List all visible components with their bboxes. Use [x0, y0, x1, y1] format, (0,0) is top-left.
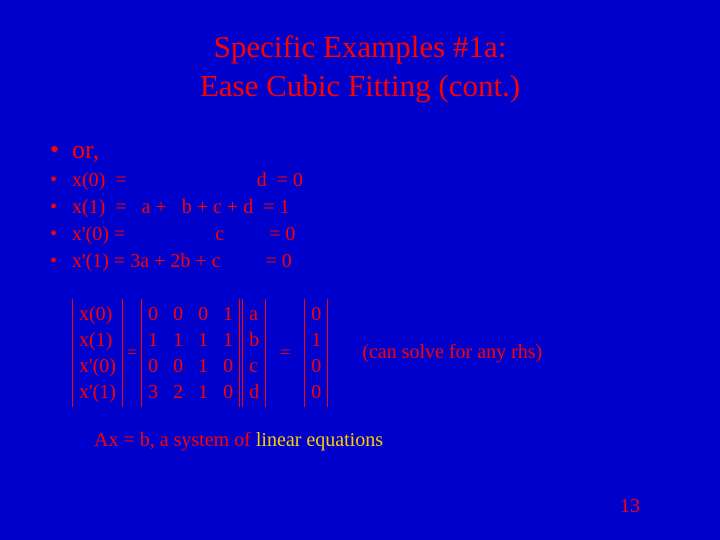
- matrix-cell: 1 1 1 1: [148, 327, 233, 353]
- summary-text: Ax = b, a system of: [94, 429, 256, 451]
- vector-x: x(0) x(1) x'(0) x'(1): [72, 299, 123, 407]
- list-item: • or,: [50, 132, 670, 167]
- bullet-dot: •: [50, 168, 72, 192]
- list-item: • x'(1) = 3a + 2b + c = 0: [50, 248, 670, 275]
- matrix-cell: 0: [311, 301, 321, 327]
- matrix-equation: x(0) x(1) x'(0) x'(1) = 0 0 0 1 1 1 1 1 …: [72, 299, 670, 407]
- matrix-cell: 0 0 1 0: [148, 353, 233, 379]
- summary-line: Ax = b, a system of linear equations: [94, 429, 670, 452]
- bullet-text: x'(1) = 3a + 2b + c = 0: [72, 248, 292, 275]
- matrix-cell: 3 2 1 0: [148, 379, 233, 405]
- matrix-cell: b: [249, 327, 259, 353]
- list-item: • x(1) = a + b + c + d = 1: [50, 194, 670, 221]
- slide-title: Specific Examples #1a: Ease Cubic Fittin…: [50, 28, 670, 106]
- matrix-cell: x(1): [79, 327, 116, 353]
- matrix-cell: d: [249, 379, 259, 405]
- list-item: • x'(0) = c = 0: [50, 221, 670, 248]
- bullet-text: x(1) = a + b + c + d = 1: [72, 194, 289, 221]
- matrix-cell: c: [249, 353, 259, 379]
- bullet-dot: •: [50, 249, 72, 273]
- bullet-list: • or, • x(0) = d = 0 • x(1) = a + b + c …: [50, 132, 670, 275]
- matrix-a: 0 0 0 1 1 1 1 1 0 0 1 0 3 2 1 0: [141, 299, 240, 407]
- matrix-cell: 0: [311, 379, 321, 405]
- matrix-cell: 0 0 0 1: [148, 301, 233, 327]
- equals-sign: =: [123, 342, 141, 363]
- bullet-dot: •: [50, 134, 72, 165]
- matrix-cell: 1: [311, 327, 321, 353]
- summary-highlight: linear equations: [256, 429, 383, 451]
- matrix-cell: 0: [311, 353, 321, 379]
- bullet-text: x'(0) = c = 0: [72, 221, 295, 248]
- title-line-2: Ease Cubic Fitting (cont.): [200, 68, 520, 103]
- slide: Specific Examples #1a: Ease Cubic Fittin…: [0, 0, 720, 540]
- matrix-cell: a: [249, 301, 259, 327]
- list-item: • x(0) = d = 0: [50, 167, 670, 194]
- bullet-dot: •: [50, 222, 72, 246]
- bullet-text: x(0) = d = 0: [72, 167, 303, 194]
- vector-coeff: a b c d: [242, 299, 266, 407]
- note-text: (can solve for any rhs): [362, 341, 542, 364]
- equals-sign: =: [266, 342, 304, 363]
- bullet-dot: •: [50, 195, 72, 219]
- vector-rhs: 0 1 0 0: [304, 299, 328, 407]
- title-line-1: Specific Examples #1a:: [214, 29, 507, 64]
- matrix-cell: x'(0): [79, 353, 116, 379]
- matrix-cell: x(0): [79, 301, 116, 327]
- page-number: 13: [620, 495, 640, 518]
- matrix-cell: x'(1): [79, 379, 116, 405]
- bullet-text: or,: [72, 132, 99, 167]
